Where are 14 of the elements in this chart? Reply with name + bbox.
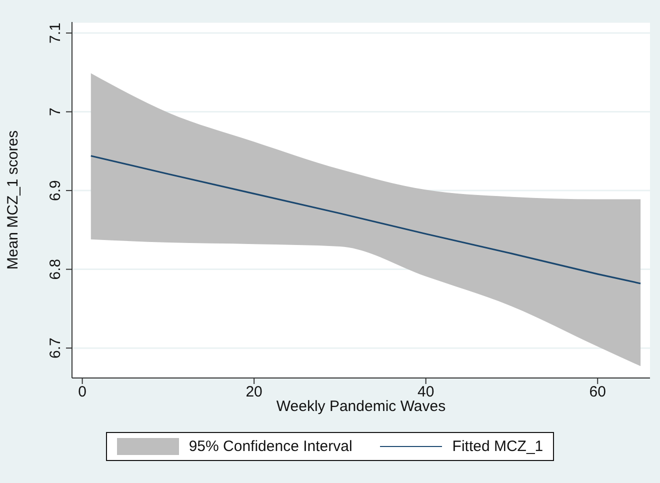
y-axis-title: Mean MCZ_1 scores bbox=[4, 130, 22, 270]
y-tick-label: 6.9 bbox=[47, 180, 64, 201]
y-tick-label: 7.1 bbox=[47, 22, 64, 44]
y-tick-label: 7 bbox=[47, 108, 64, 116]
y-tick-label: 6.8 bbox=[47, 258, 64, 280]
line-series bbox=[90, 155, 642, 284]
text: 95% Confidence Interval bbox=[188, 438, 352, 455]
x-tick-label: 60 bbox=[589, 384, 606, 401]
y-tick-label: 6.7 bbox=[47, 338, 64, 358]
x-axis-title: Weekly Pandemic Waves bbox=[276, 398, 446, 415]
x-tick-label: 20 bbox=[246, 384, 262, 401]
legend-label: Fitted MCZ_1 bbox=[452, 438, 544, 455]
x-tick-label: 40 bbox=[418, 384, 434, 401]
x-tick-label: 0 bbox=[78, 384, 86, 401]
